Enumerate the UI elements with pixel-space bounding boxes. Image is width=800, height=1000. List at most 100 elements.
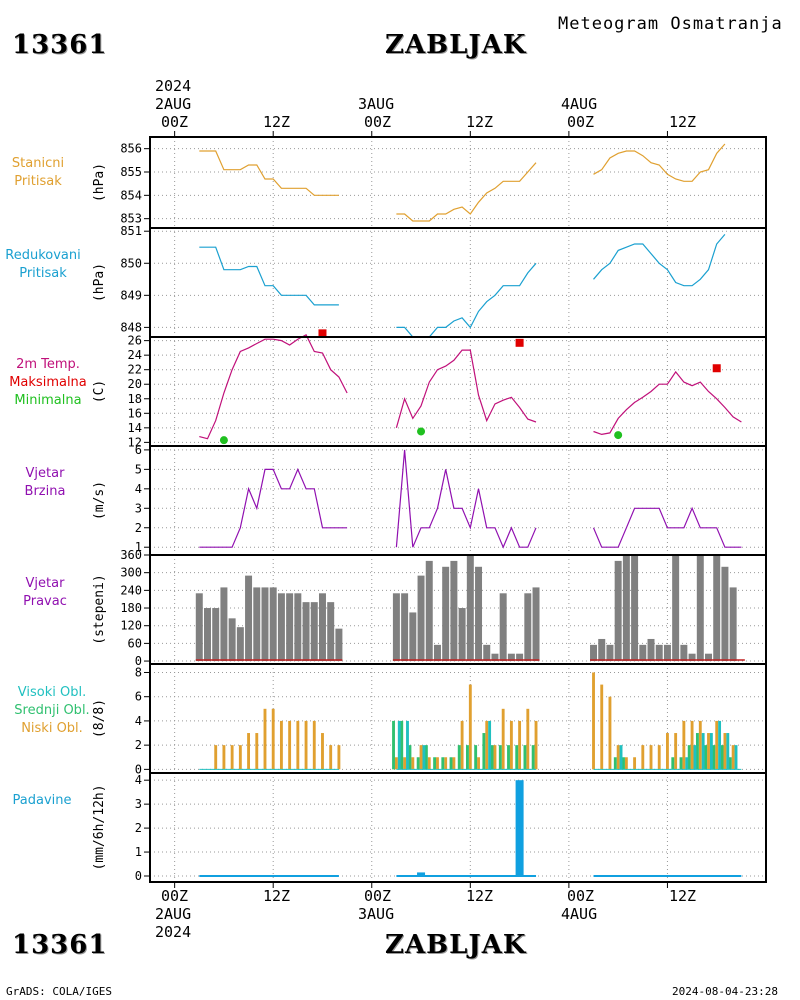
low-cloud-bar-6 <box>247 733 250 770</box>
clouds-ytick-label-1: 2 <box>135 738 142 752</box>
footer-timestamp: 2024-08-04-23:28 <box>672 985 778 998</box>
direction-panel-label: Vjetar Pravac <box>0 575 90 611</box>
low-cloud-bar-44 <box>657 745 661 770</box>
direction-bar-47 <box>680 644 688 662</box>
reduced-label-2: Pritisak <box>19 266 67 281</box>
low-cloud-bar-21 <box>419 745 423 770</box>
low-cloud-bar-47 <box>682 720 686 770</box>
direction-bar-18 <box>392 593 400 662</box>
high-cloud-bar-26 <box>685 757 689 770</box>
low-cloud-bar-23 <box>436 757 439 770</box>
reduced-ylabel: (hPa) <box>92 263 107 302</box>
low-cloud-bar-17 <box>337 745 341 770</box>
low-cloud-bar-46 <box>674 733 678 770</box>
temp-frame <box>149 336 767 447</box>
tmin-marker-0 <box>219 436 228 445</box>
low-cloud-bar-51 <box>715 720 719 770</box>
temp-label-2: Maksimalna <box>9 375 87 390</box>
low-cloud-bar-38 <box>608 696 612 770</box>
temp-ylabel: (C) <box>92 380 107 403</box>
direction-bar-42 <box>639 644 647 662</box>
precip-ytick-label-4: 4 <box>135 773 142 787</box>
direction-bar-15 <box>318 593 326 662</box>
mid-cloud-bar-3 <box>416 757 420 770</box>
mid-cloud-bar-14 <box>507 745 510 770</box>
bottom-hour-4: 00Z <box>567 887 595 905</box>
low-cloud-bar-13 <box>304 720 308 770</box>
precip-label-1: Padavine <box>12 793 72 808</box>
direction-ylabel: (stepeni) <box>92 574 107 644</box>
direction-ytick-label-1: 60 <box>128 636 142 650</box>
direction-bar-53 <box>729 587 737 662</box>
low-cloud-bar-52 <box>723 733 727 770</box>
temp-panel-label: 2m Temp. Maksimalna Minimalna <box>0 356 96 410</box>
wind-ytick-label-1: 2 <box>135 521 142 535</box>
mid-cloud-bar-13 <box>498 745 502 770</box>
pressure-label-2: Pritisak <box>14 174 62 189</box>
direction-bar-44 <box>655 644 663 662</box>
high-cloud-bar-1 <box>406 720 409 770</box>
low-cloud-bar-22 <box>427 757 431 770</box>
precip-ytick-label-1: 1 <box>135 845 142 859</box>
bottom-day-1: 2AUG <box>155 905 192 923</box>
clouds-ytick-label-4: 8 <box>135 665 142 679</box>
mid-cloud-bar-11 <box>482 733 486 770</box>
reduced-ytick-label-3: 851 <box>120 224 142 238</box>
low-cloud-bar-43 <box>649 745 653 770</box>
clouds-ytick-label-3: 6 <box>135 690 142 704</box>
reduced-ytick-label-1: 849 <box>120 288 142 302</box>
wind-line-2 <box>592 506 742 548</box>
mid-cloud-bar-9 <box>466 745 469 770</box>
mid-cloud-bar-16 <box>523 745 527 770</box>
direction-bar-22 <box>425 560 433 662</box>
direction-bar-4 <box>228 618 236 662</box>
tmax-marker-1 <box>515 338 524 347</box>
mid-cloud-bar-4 <box>424 745 428 770</box>
low-cloud-bar-18 <box>394 757 398 770</box>
low-cloud-bar-10 <box>279 720 283 770</box>
low-cloud-bar-33 <box>518 720 522 770</box>
direction-bar-13 <box>302 602 310 662</box>
direction-label-1: Vjetar <box>25 576 65 591</box>
high-cloud-bar-27 <box>693 745 697 770</box>
reduced-label-1: Redukovani <box>5 248 81 263</box>
high-cloud-bar-3 <box>422 745 426 770</box>
reduced-line-1 <box>396 262 537 338</box>
direction-bar-32 <box>507 653 515 662</box>
direction-bar-43 <box>647 638 655 662</box>
reduced-line-0 <box>199 246 339 306</box>
direction-label-2: Pravac <box>23 594 67 609</box>
low-cloud-bar-37 <box>600 684 604 770</box>
direction-bar-38 <box>606 644 614 662</box>
direction-bar-24 <box>442 566 450 662</box>
tmax-marker-2 <box>712 364 721 373</box>
mid-cloud-bar-30 <box>712 745 716 770</box>
bottom-day-3: 4AUG <box>561 905 598 923</box>
low-cloud-bar-49 <box>698 720 702 770</box>
direction-bar-33 <box>516 653 524 662</box>
temp-line-0 <box>199 333 348 440</box>
temp-ytick-label-0: 12 <box>128 435 142 449</box>
mid-cloud-bar-12 <box>490 745 494 770</box>
direction-bar-6 <box>245 575 253 662</box>
direction-bar-28 <box>475 566 483 662</box>
wind-ylabel: (m/s) <box>92 481 107 520</box>
tmin-marker-2 <box>614 431 623 440</box>
direction-bar-23 <box>433 644 441 662</box>
low-cloud-bar-45 <box>666 733 669 770</box>
direction-bar-46 <box>672 555 680 662</box>
reduced-ytick-label-0: 848 <box>120 320 142 334</box>
station-name-top: ZABLJAK <box>385 30 527 60</box>
wind-label-1: Vjetar <box>25 466 65 481</box>
meteogram-title: Meteogram Osmatranja <box>558 14 783 34</box>
direction-bar-45 <box>663 644 671 662</box>
low-cloud-bar-32 <box>509 720 513 770</box>
precip-bar-1 <box>515 780 524 877</box>
high-cloud-bar-31 <box>726 733 730 770</box>
low-cloud-bar-4 <box>230 745 234 770</box>
low-cloud-bar-50 <box>707 733 710 770</box>
temp-ytick-label-1: 14 <box>128 421 142 435</box>
clouds-label-3: Niski Obl. <box>21 721 83 736</box>
direction-bar-17 <box>335 628 343 662</box>
